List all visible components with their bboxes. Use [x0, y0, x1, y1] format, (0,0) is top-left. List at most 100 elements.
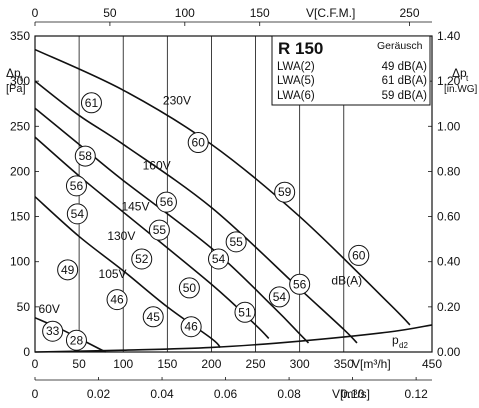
x-bottom-2-tick-label-6: 0.12	[404, 387, 428, 401]
x-top-tick-label-4: 250	[400, 6, 420, 20]
series-label-3: 130V	[107, 229, 135, 243]
system-curve-label: p	[392, 333, 399, 347]
noise-marker-circle-5	[65, 175, 87, 197]
noise-marker-label-7: 55	[153, 223, 167, 237]
y-left-label-main: Δp	[6, 66, 21, 80]
noise-marker-label-21: 28	[70, 333, 84, 347]
series-curve-230V	[34, 48, 411, 326]
noise-marker-label-12: 56	[293, 277, 307, 291]
y-right-tick-label-6: 1.20	[437, 74, 461, 88]
noise-marker-circle-3	[348, 244, 370, 266]
noise-marker-circle-0	[80, 92, 102, 114]
noise-marker-label-6: 56	[160, 195, 174, 209]
noise-marker-label-16: 46	[110, 293, 124, 307]
y-right-tick-label-0: 0.00	[437, 345, 461, 359]
x-top-tick-label-3: 150	[250, 6, 270, 20]
y-right-tick-label-7: 1.40	[437, 29, 461, 43]
noise-marker-circle-1	[187, 132, 209, 154]
noise-marker-label-8: 55	[229, 235, 243, 249]
x-top-tick-label-0: 0	[32, 6, 39, 20]
noise-marker-circle-7	[148, 219, 170, 241]
noise-marker-circle-6	[155, 191, 177, 213]
y-left-tick-label-7: 350	[10, 29, 30, 43]
noise-marker-circle-19	[234, 301, 256, 323]
x-bottom-2-tick-label-3: 0.06	[214, 387, 238, 401]
noise-marker-circle-17	[142, 306, 164, 328]
noise-marker-circle-8	[225, 231, 247, 253]
x-bottom-2-label: V[m³/s]	[332, 387, 370, 401]
series-label-0: 230V	[163, 94, 191, 108]
x-bottom-1-tick-label-0: 0	[32, 357, 39, 371]
series-label-5: 60V	[39, 302, 60, 316]
axis-ticks: 0 50 100 150 200 250 300 350 0.00 0.20 0.40 0.60 0.8…	[10, 6, 461, 401]
noise-marker-17: 45	[142, 306, 164, 328]
x-bottom-1-tick-label-1: 50	[72, 357, 86, 371]
noise-marker-circle-21	[65, 329, 87, 351]
series-label-2: 145V	[121, 199, 149, 213]
noise-marker-circle-4	[74, 145, 96, 167]
y-right-tick-label-5: 1.00	[437, 119, 461, 133]
noise-marker-label-10: 52	[135, 252, 149, 266]
x-bottom-1-tick-label-5: 250	[246, 357, 266, 371]
noise-marker-label-18: 46	[184, 320, 198, 334]
noise-marker-circle-16	[106, 289, 128, 311]
noise-marker-circle-12	[289, 273, 311, 295]
noise-marker-label-9: 54	[71, 207, 85, 221]
legend-row-2-label: LWA(5)	[277, 75, 315, 87]
y-left-tick-label-1: 50	[17, 300, 31, 314]
noise-marker-label-4: 58	[79, 149, 93, 163]
noise-marker-0: 61	[80, 92, 102, 114]
y-right-tick-label-1: 0.20	[437, 300, 461, 314]
legend-row-1-value: 49 dB(A)	[382, 61, 428, 73]
noise-marker-label-2: 59	[278, 185, 292, 199]
noise-marker-21: 28	[65, 329, 87, 351]
legend-title: R 150	[278, 39, 323, 58]
y-left-tick-label-3: 150	[10, 210, 30, 224]
y-left-tick-label-2: 100	[10, 255, 30, 269]
noise-marker-8: 55	[225, 231, 247, 253]
x-bottom-1-label: V[m³/h]	[352, 357, 391, 371]
noise-marker-label-19: 51	[238, 305, 252, 319]
series-label-1: 160V	[143, 159, 171, 173]
y-left-unit: [Pa]	[6, 83, 26, 95]
y-right-tick-label-2: 0.40	[437, 255, 461, 269]
noise-marker-label-11: 54	[212, 252, 226, 266]
axis-titles: Δp t [Pa] Δp t [in.WG] V[C.F.M.] V[m³/h]…	[6, 6, 478, 401]
x-bottom-2-tick-label-2: 0.04	[150, 387, 174, 401]
x-bottom-2-tick-label-5: 0.10	[341, 387, 365, 401]
x-bottom-1-tick-label-8: 450	[422, 357, 442, 371]
y-left-tick-label-5: 250	[10, 119, 30, 133]
series-labels: 230V 160V 145V 130V 105V 60V dB(A)	[39, 94, 363, 317]
noise-marker-label-14: 50	[183, 281, 197, 295]
x-top-label: V[C.F.M.]	[306, 6, 355, 20]
noise-marker-13: 49	[57, 259, 79, 281]
y-right-label-sub: t	[466, 74, 469, 83]
legend-row-3-label: LWA(6)	[277, 90, 315, 102]
x-bottom-2-tick-label-4: 0.08	[277, 387, 301, 401]
noise-marker-circle-11	[208, 248, 230, 270]
noise-marker-12: 56	[289, 273, 311, 295]
noise-marker-label-1: 60	[192, 136, 206, 150]
noise-marker-circle-20	[42, 320, 64, 342]
noise-marker-label-3: 60	[352, 248, 366, 262]
noise-legend-box: R 150 Geräusch LWA(2) 49 dB(A) LWA(5) 61…	[271, 35, 431, 106]
noise-marker-7: 55	[148, 219, 170, 241]
series-curve-130V	[34, 136, 270, 340]
legend-row-1-label: LWA(2)	[277, 61, 315, 73]
y-left-label-sub: t	[20, 74, 23, 83]
noise-marker-6: 56	[155, 191, 177, 213]
legend-heading: Geräusch	[377, 40, 423, 52]
x-bottom-2-tick-label-0: 0	[32, 387, 39, 401]
noise-marker-label-5: 56	[70, 179, 84, 193]
noise-marker-9: 54	[66, 203, 88, 225]
x-bottom-1-tick-label-7: 350	[334, 357, 354, 371]
noise-marker-14: 50	[178, 277, 200, 299]
series-label-6: dB(A)	[331, 273, 362, 287]
series-curve-145V	[34, 107, 310, 344]
x-top-tick-label-2: 100	[175, 6, 195, 20]
y-right-tick-label-4: 0.80	[437, 164, 461, 178]
noise-marker-circle-14	[178, 277, 200, 299]
y-right-unit: [in.WG]	[444, 84, 478, 95]
noise-marker-label-0: 61	[85, 96, 99, 110]
